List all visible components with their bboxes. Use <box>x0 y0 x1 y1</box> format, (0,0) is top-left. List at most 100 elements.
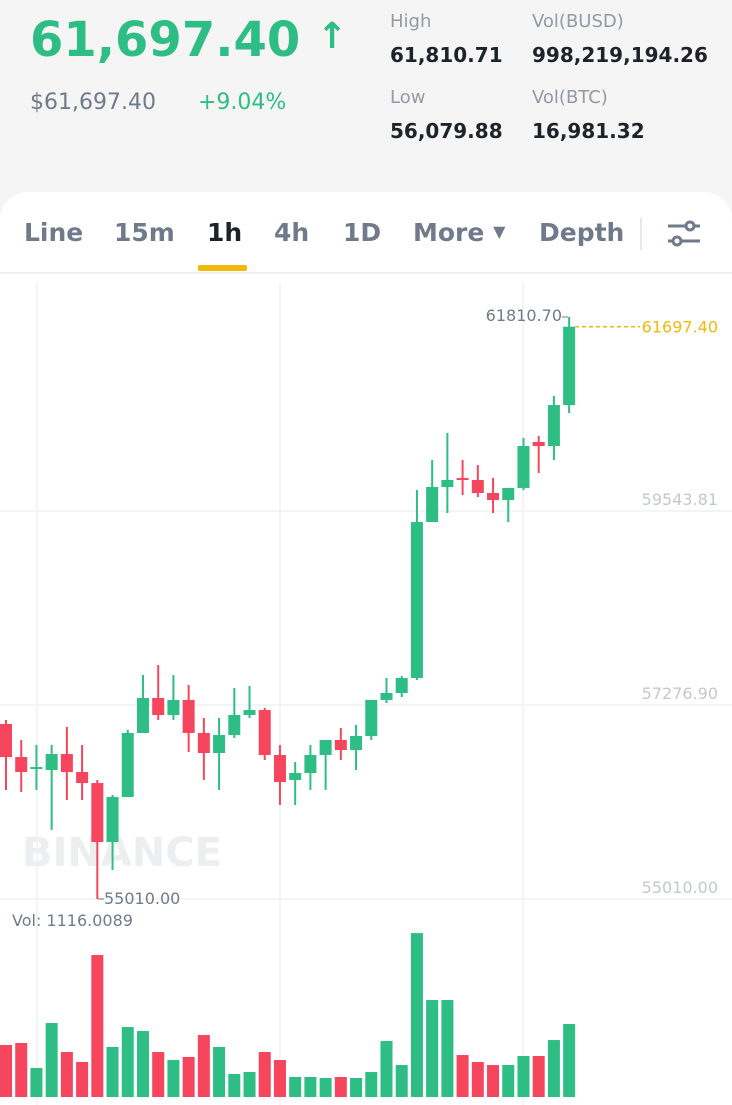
volume-bar <box>167 1059 180 1097</box>
low-label: 55010.00 <box>104 889 180 908</box>
candle-body <box>471 480 484 494</box>
candle-body <box>304 754 317 774</box>
volume-bar <box>182 1056 195 1097</box>
candle-body <box>152 697 165 716</box>
candle-body <box>350 735 363 751</box>
volume-bar <box>334 1076 347 1097</box>
y-tick-label: 57276.90 <box>642 684 718 703</box>
candle-body <box>91 783 104 843</box>
volume-bar <box>350 1077 363 1097</box>
volume-bar <box>228 1073 241 1097</box>
volume-bar <box>197 1035 210 1097</box>
volume-bar <box>517 1056 530 1097</box>
volume-bar <box>487 1065 500 1097</box>
candle-body <box>289 773 302 780</box>
volume-bar <box>426 1000 439 1097</box>
tab-active[interactable]: 1h <box>207 218 243 247</box>
volume-bar <box>213 1046 226 1097</box>
candle-body <box>517 446 530 488</box>
volume-bar <box>380 1041 393 1097</box>
volume-bar <box>304 1076 317 1097</box>
candle-body <box>410 522 423 679</box>
price-value: 61,697.40 <box>30 12 301 68</box>
candle-body <box>563 326 576 406</box>
candle-body <box>456 478 469 481</box>
volume-bar <box>289 1076 302 1097</box>
candle-body <box>547 405 560 447</box>
volume-bar <box>532 1056 545 1097</box>
candle-body <box>136 697 149 733</box>
stat-value: 61,810.71 <box>390 43 503 67</box>
stat-value: 998,219,194.26 <box>532 43 708 67</box>
volume-bar <box>258 1052 271 1097</box>
candle-body <box>365 699 378 736</box>
y-tick-label: 59543.81 <box>642 490 718 509</box>
candle-body <box>182 699 195 733</box>
price: 61,697.40 ↑ <box>30 12 347 68</box>
last-price-label: 61697.40 <box>642 318 718 337</box>
tab[interactable]: 1D <box>343 218 382 247</box>
candle-body <box>258 710 271 755</box>
volume-bar <box>76 1062 89 1097</box>
candle-body <box>502 487 515 501</box>
volume-bar <box>30 1068 43 1097</box>
candle-body <box>121 732 134 797</box>
volume-bar <box>410 933 423 1097</box>
candle-body <box>487 493 500 501</box>
volume-bar <box>273 1059 286 1097</box>
candle-body <box>15 757 28 773</box>
tab[interactable]: Depth <box>539 218 625 247</box>
tab[interactable]: Line <box>24 218 84 247</box>
watermark: BINANCE <box>22 830 222 876</box>
volume-bar <box>365 1072 378 1097</box>
candle-body <box>395 678 408 694</box>
volume-bar <box>136 1031 149 1097</box>
volume-bar <box>60 1052 73 1097</box>
tab[interactable]: 15m <box>114 218 175 247</box>
settings-icon[interactable] <box>668 220 700 247</box>
candle-body <box>0 723 12 758</box>
caret: ▼ <box>493 222 506 241</box>
candle-body <box>334 739 347 751</box>
tab-indicator <box>198 265 247 271</box>
volume-bar <box>319 1077 332 1097</box>
stat-label: Vol(BUSD) <box>532 11 624 32</box>
header: 61,697.40 ↑ $61,697.40 +9.04% High 61,81… <box>0 0 732 200</box>
y-tick-label: 55010.00 <box>642 878 718 897</box>
volume-bar <box>121 1027 134 1097</box>
candle-body <box>243 710 256 716</box>
candle-body <box>319 739 332 755</box>
tab-more[interactable]: More ▼ <box>413 218 505 247</box>
volume-label: Vol: 1116.0089 <box>12 911 133 930</box>
candle-body <box>228 715 241 736</box>
stat-label: High <box>390 11 432 32</box>
candle-body <box>45 754 58 771</box>
tab[interactable]: 4h <box>274 218 310 247</box>
volume-bar <box>0 1045 12 1097</box>
volume-bar <box>471 1062 484 1097</box>
stat-label: Vol(BTC) <box>532 87 608 108</box>
arrow: ↑ <box>316 16 348 57</box>
volume-bar <box>106 1046 119 1097</box>
candle-body <box>30 767 43 770</box>
fiat-price: $61,697.40 <box>30 90 156 115</box>
volume-bar <box>243 1072 256 1097</box>
stat-value: 56,079.88 <box>390 119 503 143</box>
volume-bar <box>91 955 104 1097</box>
tab-label: More <box>413 218 485 247</box>
change: +9.04% <box>198 90 287 115</box>
volume-bar <box>152 1052 165 1097</box>
candle-body <box>380 693 393 700</box>
volume-bar <box>547 1040 560 1097</box>
volume-bar <box>502 1065 515 1097</box>
candle-body <box>106 796 119 843</box>
candle-body <box>167 699 180 716</box>
volume-bar <box>563 1024 576 1097</box>
candle-body <box>426 487 439 523</box>
volume-bar <box>15 1042 28 1097</box>
volume-bar <box>456 1055 469 1097</box>
candle-body <box>532 442 545 447</box>
candle-body <box>273 754 286 783</box>
